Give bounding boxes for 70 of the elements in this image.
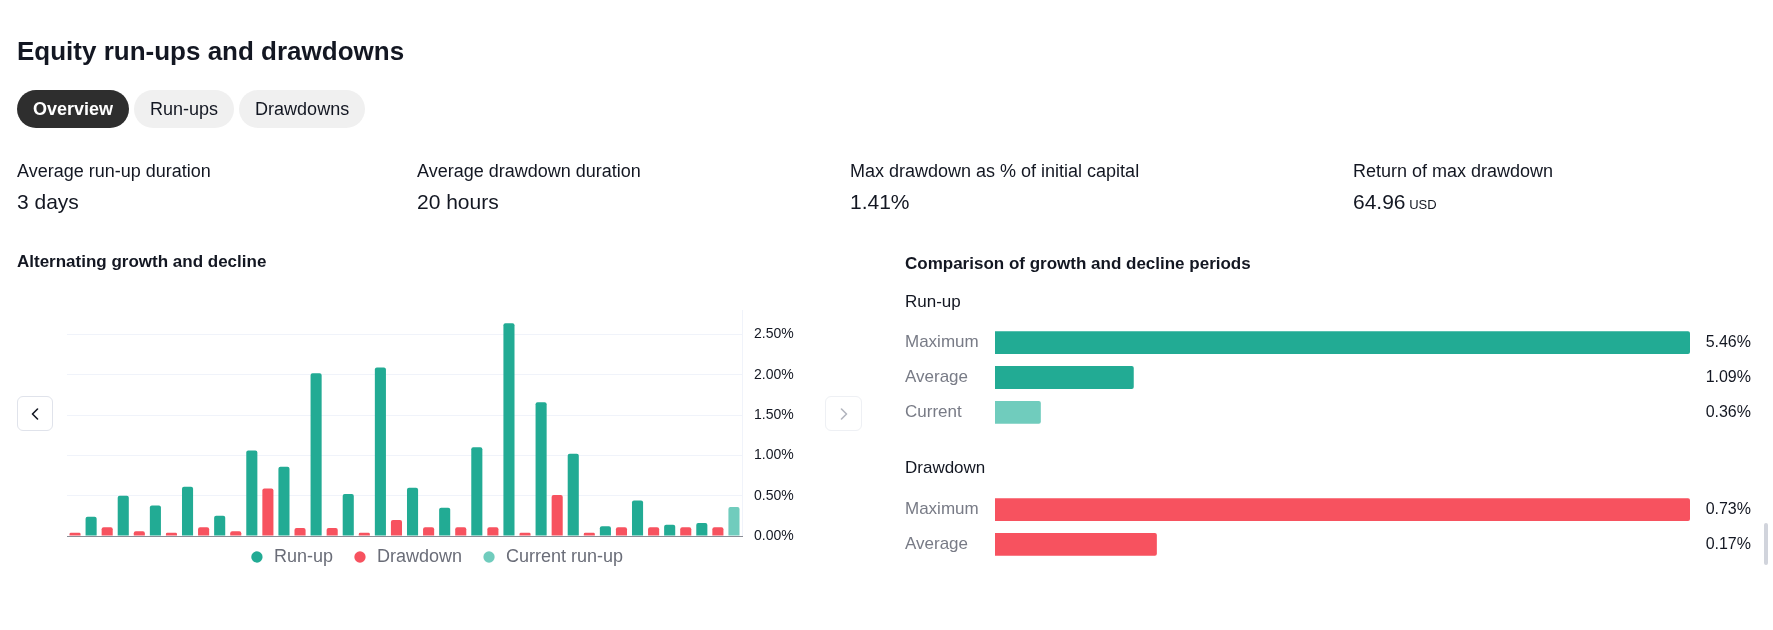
data-label: 5.46% — [1705, 333, 1751, 351]
bar — [246, 450, 258, 536]
bar — [342, 494, 354, 536]
y-tick-label: 2.50% — [754, 325, 794, 342]
text: Max drawdown as % of initial capital — [850, 160, 1140, 182]
bar — [278, 466, 290, 536]
bar — [85, 516, 97, 536]
bar — [535, 402, 547, 536]
text: Overview — [33, 98, 114, 120]
bar — [696, 523, 708, 536]
bar — [326, 527, 338, 536]
bar — [648, 527, 660, 536]
bar — [181, 486, 194, 536]
text: Average drawdown duration — [417, 160, 641, 182]
bar — [471, 447, 483, 536]
bar — [567, 453, 579, 536]
y-tick-label: Average — [905, 534, 969, 554]
legend-label: Run-up — [273, 545, 333, 566]
bar — [149, 505, 161, 536]
data-label: 0.73% — [1705, 500, 1751, 518]
bar — [262, 488, 274, 536]
text: 3 days — [17, 190, 80, 214]
bar — [117, 495, 129, 536]
bar — [374, 367, 386, 536]
bar — [439, 507, 451, 536]
bar — [214, 515, 226, 536]
bar — [503, 323, 515, 536]
text: 64.96 USD — [1353, 190, 1437, 213]
data-label: 0.17% — [1705, 534, 1751, 552]
y-tick-label: Current — [905, 402, 962, 422]
chart-title: Alternating growth and decline — [17, 252, 267, 272]
chart-title: Comparison of growth and decline periods — [905, 254, 1251, 274]
y-tick-label: Maximum — [905, 499, 979, 519]
y-tick-label: 0.00% — [754, 526, 794, 543]
bar — [631, 500, 644, 536]
y-tick-label: 0.50% — [754, 486, 794, 503]
y-tick-label: 1.50% — [754, 406, 794, 422]
text: Average run-up duration — [17, 160, 211, 182]
data-label: 1.09% — [1705, 367, 1751, 385]
bar — [487, 527, 499, 536]
bar — [406, 487, 419, 536]
bar — [615, 527, 628, 536]
bar — [310, 373, 322, 536]
bar — [599, 526, 611, 536]
text: Return of max drawdown — [1353, 160, 1554, 182]
legend-label: Current run-up — [506, 545, 624, 566]
text: 20 hours — [417, 190, 500, 214]
text: Drawdowns — [255, 98, 350, 120]
bar — [712, 527, 724, 536]
bar — [198, 527, 210, 536]
bar — [680, 527, 692, 536]
chart-subtitle: Run-up — [905, 292, 961, 312]
bar — [455, 527, 467, 536]
bar — [294, 527, 306, 536]
y-tick-label: Average — [905, 367, 969, 387]
bar — [423, 527, 435, 536]
chart-subtitle: Drawdown — [905, 458, 986, 478]
bar — [728, 506, 740, 536]
bar — [390, 519, 403, 536]
y-tick-label: 2.00% — [754, 365, 794, 382]
y-tick-label: 1.00% — [754, 446, 794, 463]
data-label: 0.36% — [1705, 402, 1751, 420]
text: 1.41% — [850, 190, 911, 214]
bar — [101, 527, 113, 536]
y-tick-label: Maximum — [905, 332, 979, 352]
legend-label: Drawdown — [376, 545, 463, 566]
text: Equity run-ups and drawdowns — [17, 36, 405, 66]
bar — [664, 524, 676, 536]
text: Run-ups — [150, 98, 219, 120]
bar — [551, 494, 563, 536]
